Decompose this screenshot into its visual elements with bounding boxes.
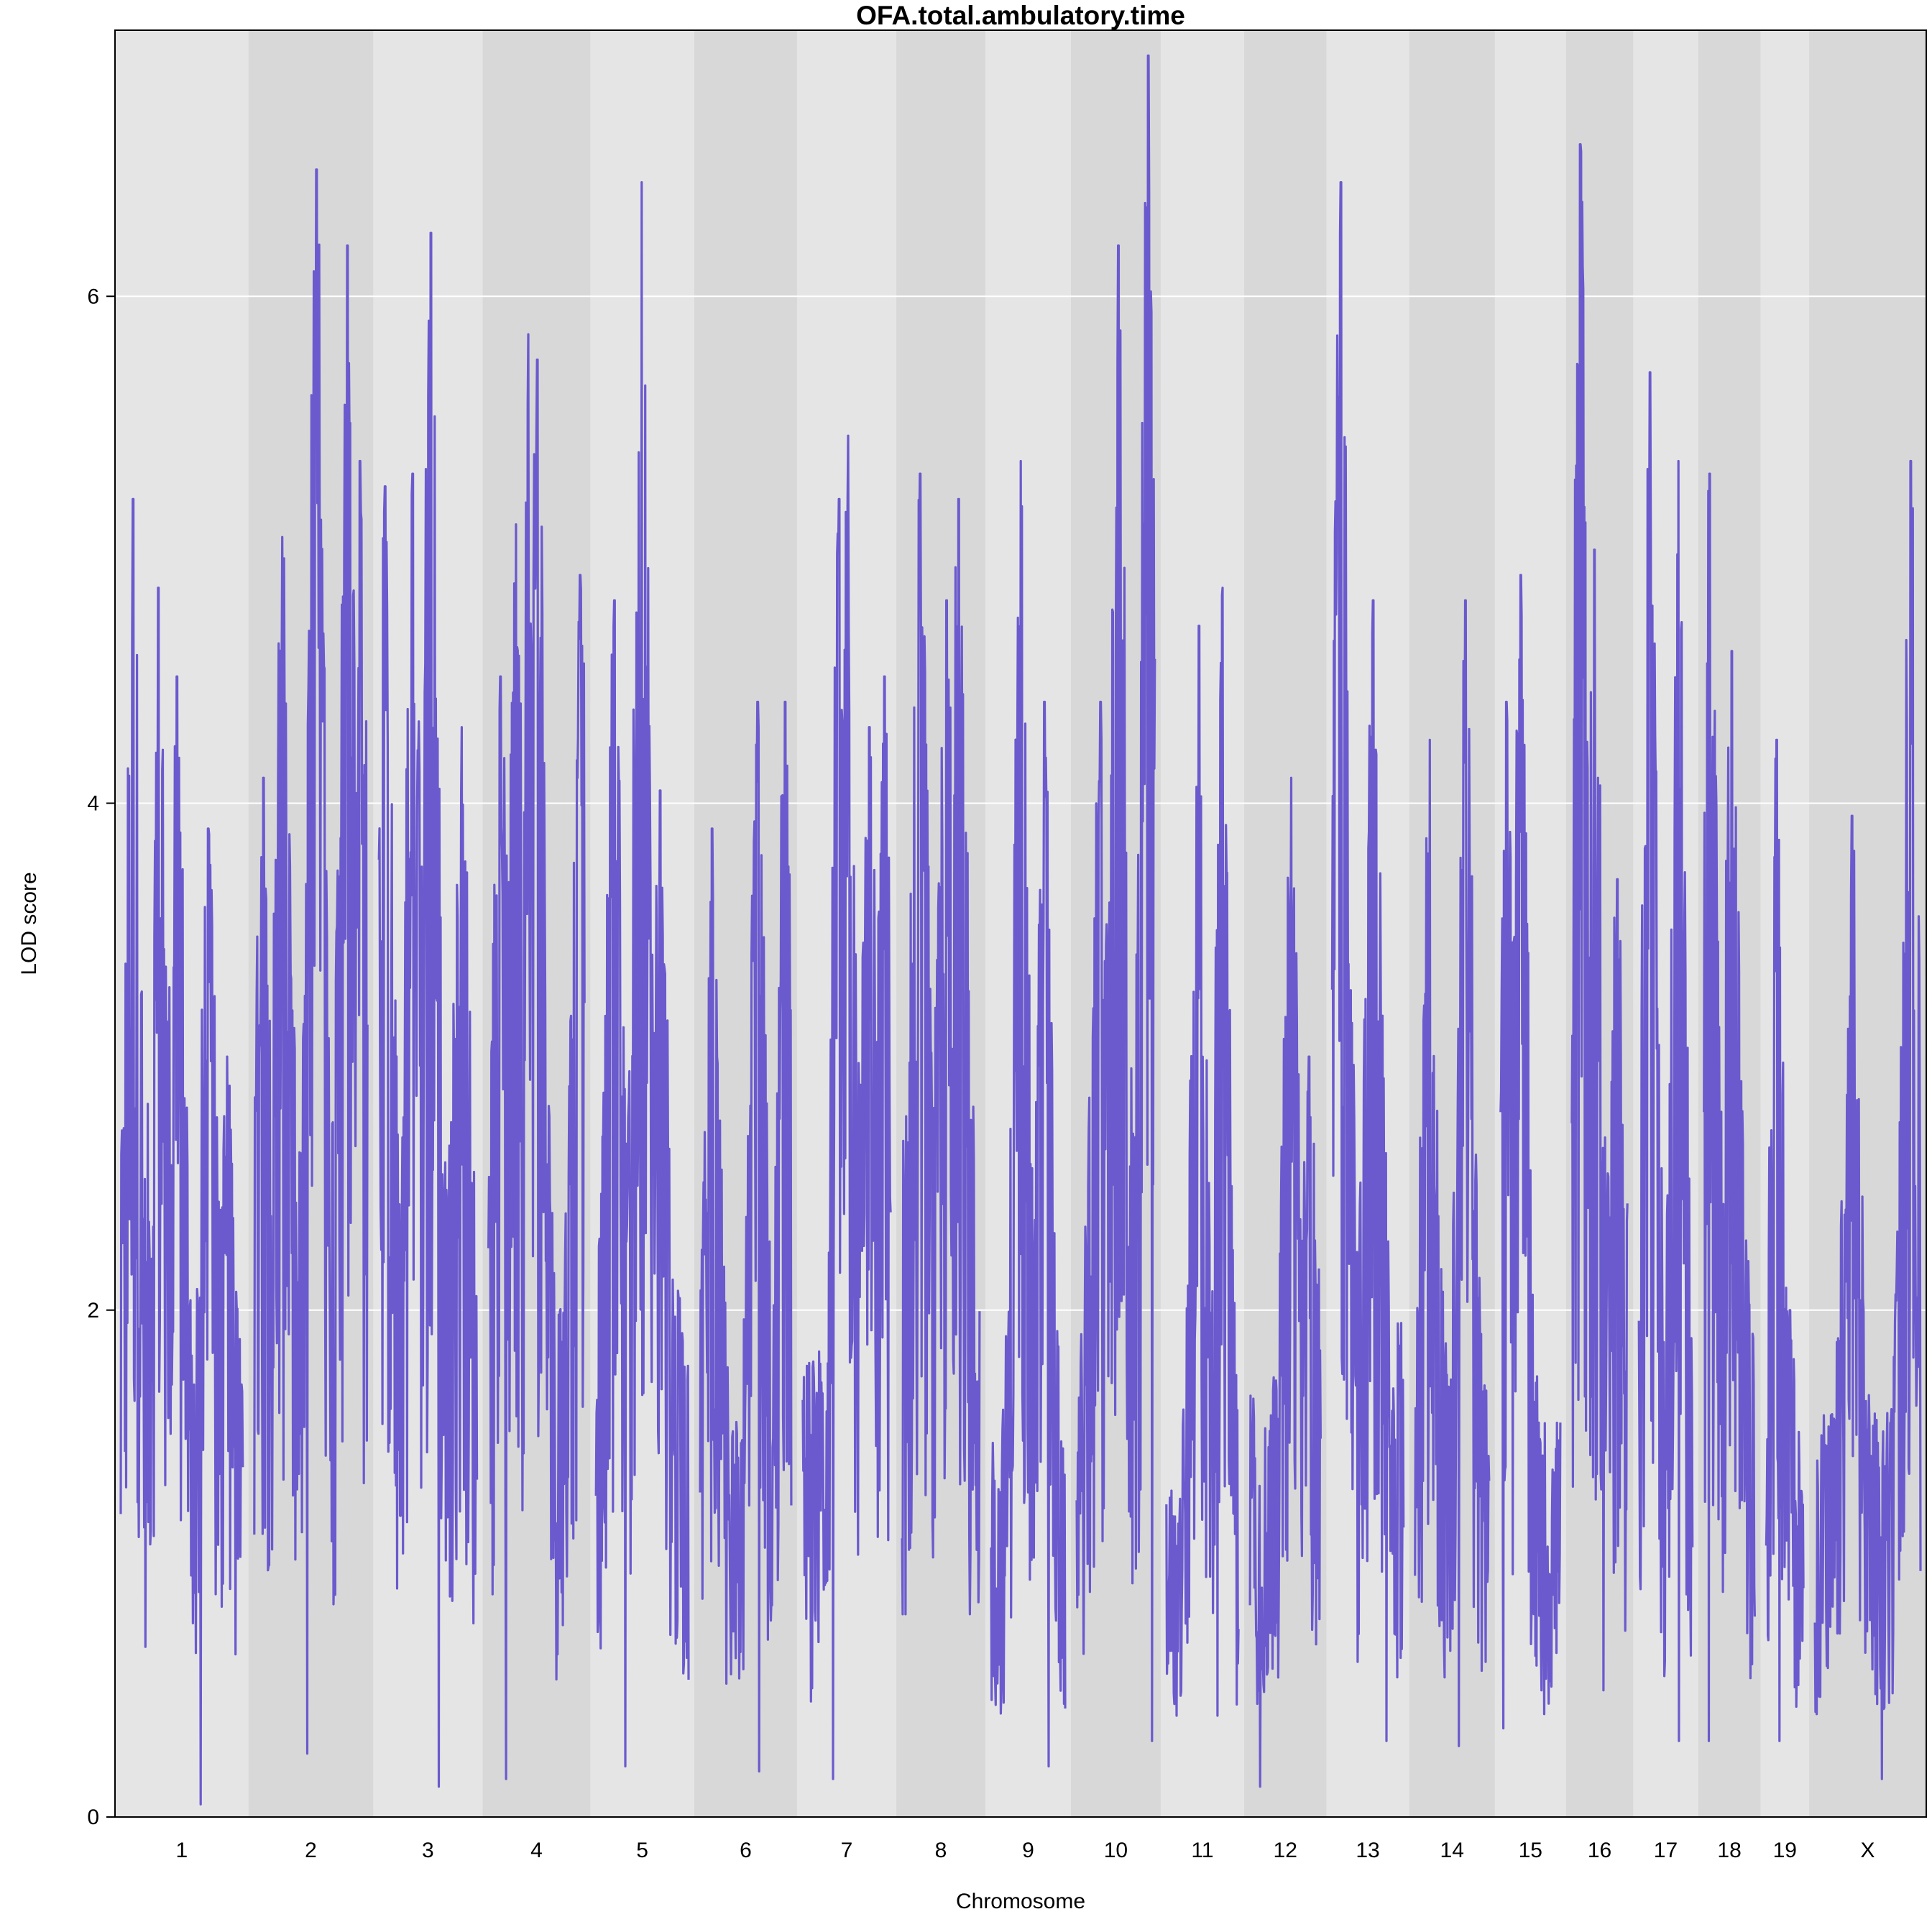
x-tick-label-15: 15 xyxy=(1519,1839,1542,1862)
lod-line-chr-10 xyxy=(1075,54,1156,1742)
x-tick-label-2: 2 xyxy=(305,1839,317,1862)
x-tick-label-6: 6 xyxy=(740,1839,752,1862)
x-tick-label-18: 18 xyxy=(1717,1839,1741,1862)
lod-line-chr-4 xyxy=(487,333,586,1780)
x-axis-label: Chromosome xyxy=(956,1890,1085,1913)
y-tick-label: 0 xyxy=(87,1806,99,1829)
x-tick-label-9: 9 xyxy=(1022,1839,1034,1862)
x-tick-label-10: 10 xyxy=(1104,1839,1128,1862)
x-tick-label-1: 1 xyxy=(176,1839,188,1862)
x-tick-label-3: 3 xyxy=(422,1839,434,1862)
x-tick-label-17: 17 xyxy=(1654,1839,1678,1862)
lod-line-chr-12 xyxy=(1248,776,1322,1788)
lod-line-chr-15 xyxy=(1499,574,1562,1730)
x-tick-label-19: 19 xyxy=(1773,1839,1797,1862)
plot-frame xyxy=(114,29,1927,1818)
x-tick-label-12: 12 xyxy=(1274,1839,1297,1862)
x-tick-label-X: X xyxy=(1861,1839,1875,1862)
lod-line-chr-8 xyxy=(901,472,981,1616)
x-tick-label-13: 13 xyxy=(1356,1839,1379,1862)
lod-line-chr-2 xyxy=(253,168,369,1755)
lod-line-chr-17 xyxy=(1637,371,1694,1742)
x-tick-label-16: 16 xyxy=(1588,1839,1611,1862)
x-tick-label-4: 4 xyxy=(530,1839,543,1862)
x-axis-ticks: 1 2 3 4 5 6 7 8 9 10 11 12 13 14 15 16 17 18 19 X xyxy=(176,1839,1875,1862)
lod-line-chr-16 xyxy=(1570,143,1629,1692)
lod-line-chr-1 xyxy=(119,497,244,1806)
y-tick-label: 4 xyxy=(87,792,99,816)
lod-line-chr-9 xyxy=(990,459,1067,1768)
x-tick-label-14: 14 xyxy=(1440,1839,1464,1862)
lod-line-chr-11 xyxy=(1165,586,1240,1717)
y-axis-ticks: 0 2 4 6 xyxy=(87,285,115,1829)
lod-line-chr-13 xyxy=(1330,181,1405,1742)
y-tick-label: 6 xyxy=(87,285,99,308)
chart-title: OFA.total.ambulatory.time xyxy=(856,1,1185,30)
x-tick-label-7: 7 xyxy=(841,1839,853,1862)
y-tick-label: 2 xyxy=(87,1299,99,1322)
lod-series xyxy=(119,54,1922,1806)
lod-line-chr-18 xyxy=(1703,472,1756,1742)
lod-line-chr-3 xyxy=(377,231,479,1788)
lod-line-chr-7 xyxy=(801,434,892,1780)
lod-line-chr-19 xyxy=(1765,738,1805,1742)
y-axis-label: LOD score xyxy=(17,872,41,975)
x-tick-label-8: 8 xyxy=(935,1839,947,1862)
x-tick-label-5: 5 xyxy=(636,1839,648,1862)
lod-line-chr-5 xyxy=(594,181,690,1768)
lod-line-chr-14 xyxy=(1414,599,1491,1747)
lod-line-chr-6 xyxy=(699,700,793,1773)
lod-line-chr-X xyxy=(1813,459,1922,1780)
x-tick-label-11: 11 xyxy=(1191,1839,1213,1862)
